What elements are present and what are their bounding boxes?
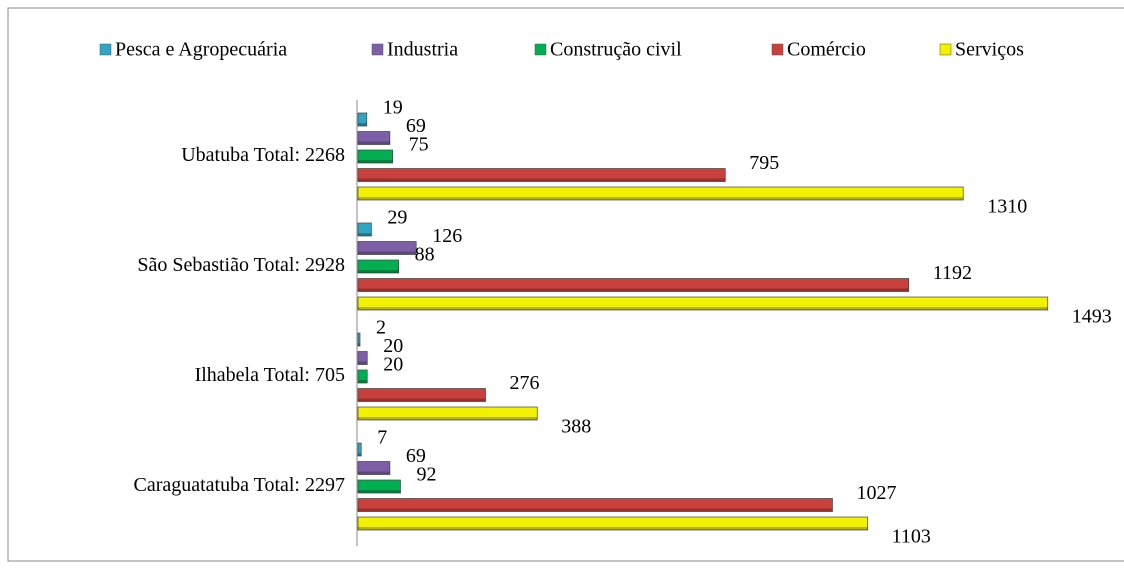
- legend-swatch: [99, 43, 112, 56]
- legend-label: Industria: [387, 39, 458, 61]
- value-label: 126: [432, 225, 462, 247]
- legend-label: Comércio: [787, 39, 866, 61]
- bar: [357, 369, 368, 384]
- bar: [357, 442, 362, 457]
- value-label: 69: [406, 445, 426, 467]
- value-label: 20: [383, 354, 403, 376]
- legend-swatch: [939, 43, 952, 56]
- value-label: 69: [406, 115, 426, 137]
- bar-shade: [358, 361, 368, 365]
- bar: [357, 168, 726, 182]
- bar: [357, 222, 372, 237]
- bar-shade: [358, 490, 401, 493]
- value-label: 795: [749, 152, 779, 174]
- legend-label: Construção civil: [550, 39, 682, 61]
- bar-shade: [358, 251, 417, 255]
- category-label: São Sebastião Total: 2928: [137, 254, 345, 276]
- value-label: 1192: [933, 262, 972, 284]
- value-label: 19: [383, 97, 403, 119]
- value-label: 92: [417, 464, 437, 486]
- bar-shade: [358, 123, 367, 126]
- value-label: 1310: [987, 196, 1027, 218]
- value-label: 1493: [1072, 306, 1112, 328]
- bar: [357, 241, 417, 255]
- value-label: 1103: [892, 526, 931, 548]
- bar-shade: [358, 471, 390, 475]
- bar-shade: [358, 417, 538, 420]
- value-label: 388: [561, 416, 591, 438]
- bar-shade: [358, 141, 390, 145]
- legend-label: Pesca e Agropecuária: [115, 39, 287, 61]
- bar: [357, 259, 400, 274]
- bar: [357, 278, 910, 292]
- bar-shade: [358, 197, 964, 200]
- value-label: 7: [377, 427, 387, 449]
- bar: [357, 149, 394, 164]
- bar: [357, 131, 391, 145]
- bar: [357, 406, 538, 421]
- value-label: 2: [376, 317, 386, 339]
- category-label: Caraguatatuba Total: 2297: [133, 474, 345, 496]
- bar: [357, 332, 361, 347]
- value-label: 75: [409, 134, 429, 156]
- bar-shade: [358, 453, 362, 456]
- value-label: 20: [383, 335, 403, 357]
- bar-shade: [358, 398, 486, 402]
- bar: [357, 388, 486, 402]
- bar-shade: [358, 160, 393, 163]
- bar-shade: [358, 343, 360, 346]
- bar: [357, 479, 401, 494]
- legend-swatch: [771, 43, 784, 56]
- bar-shade: [358, 270, 399, 273]
- bar-shade: [358, 380, 368, 383]
- bar-shade: [358, 527, 868, 530]
- bar: [357, 186, 964, 201]
- bar-shade: [358, 508, 833, 512]
- bar-shade: [358, 178, 726, 182]
- bar: [357, 498, 833, 512]
- bar-shade: [358, 288, 909, 292]
- bar-shade: [358, 307, 1048, 310]
- bar: [357, 461, 391, 475]
- category-label: Ubatuba Total: 2268: [181, 144, 345, 166]
- legend-swatch: [534, 43, 547, 56]
- bar: [357, 351, 368, 365]
- value-label: 88: [415, 244, 435, 266]
- bar: [357, 112, 368, 127]
- legend-swatch: [371, 43, 384, 56]
- bar-shade: [358, 233, 372, 236]
- value-label: 1027: [856, 482, 896, 504]
- value-label: 276: [510, 372, 540, 394]
- category-label: Ilhabela Total: 705: [195, 364, 345, 386]
- value-label: 29: [387, 207, 407, 229]
- legend-label: Serviços: [955, 39, 1024, 61]
- bar: [357, 516, 868, 531]
- bar: [357, 296, 1049, 311]
